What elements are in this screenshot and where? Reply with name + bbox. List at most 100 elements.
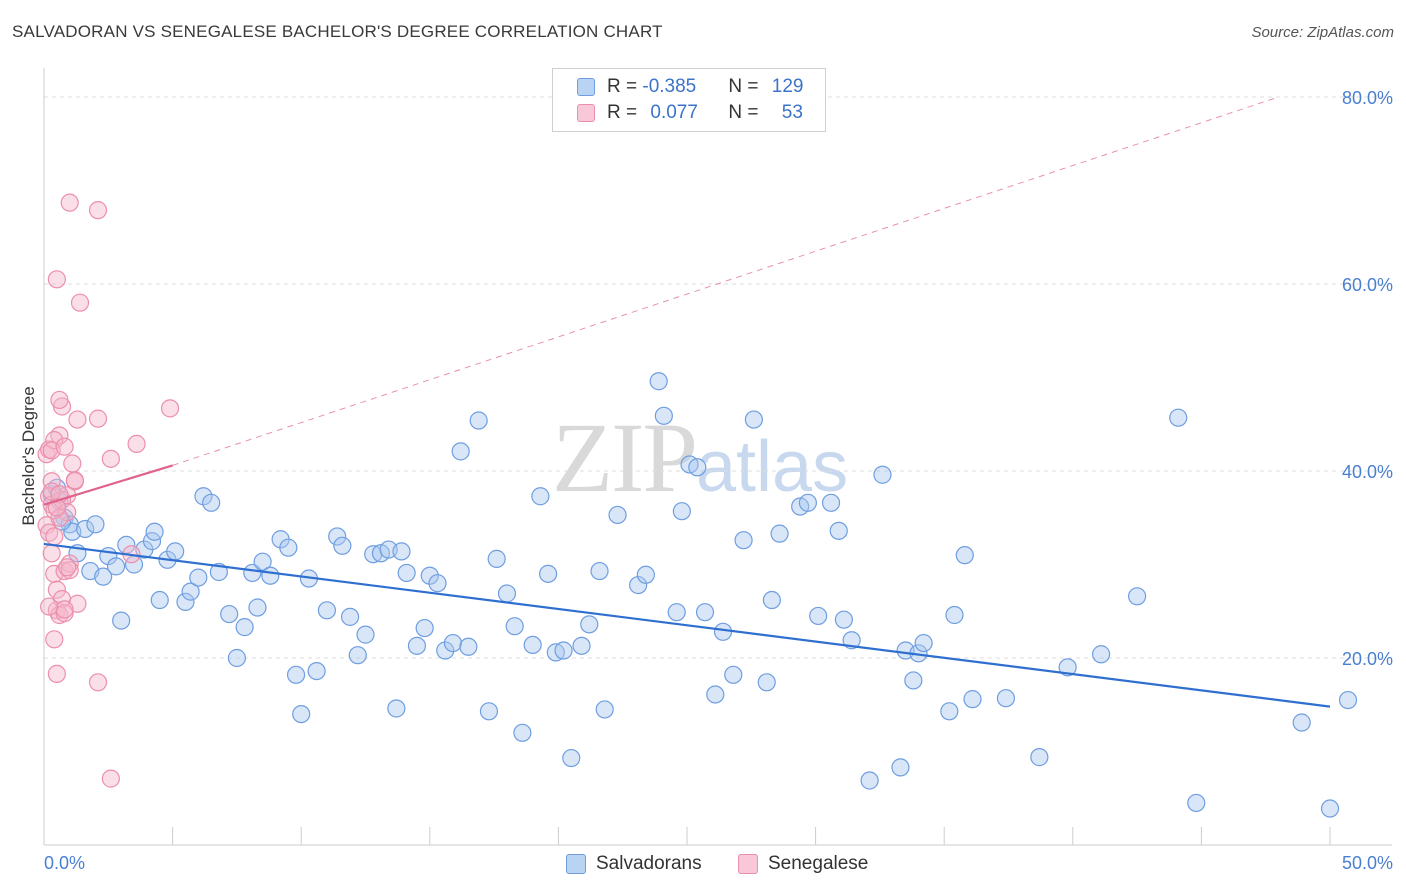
point-senegalese [45,630,64,649]
point-salvadorans [451,442,470,461]
point-salvadorans [176,592,195,612]
watermark-atlas: atlas [696,427,849,507]
point-salvadorans [1058,658,1077,677]
point-salvadorans [695,603,715,622]
point-senegalese [45,527,64,546]
trend-line-salvadorans [43,542,1331,708]
series-senegalese-points [37,193,180,788]
legend-swatch-blue [577,78,595,96]
point-senegalese [160,399,180,418]
y-tick-label: 40.0% [1342,462,1393,482]
point-senegalese [127,434,146,453]
y-tick-label: 60.0% [1342,275,1393,295]
point-salvadorans [860,771,879,790]
bottom-legend-label: Senegalese [768,853,869,874]
point-salvadorans [873,465,892,484]
point-salvadorans [1187,793,1206,813]
axis-labels: 20.0% 40.0% 60.0% 80.0% 0.0% 50.0% Bachelor's … [19,88,1393,873]
point-salvadorans [649,372,668,391]
point-salvadorans [86,515,105,534]
trend-line-senegalese-extended [172,96,1279,466]
point-senegalese [65,471,84,490]
point-salvadorans [166,542,185,561]
point-salvadorans [572,636,591,655]
legend-row-senegalese: R = 0.077 N = 53 [577,101,803,125]
point-senegalese [58,558,77,577]
chart-title: SALVADORAN VS SENEGALESE BACHELOR'S DEGR… [12,22,663,41]
point-senegalese [88,409,108,428]
point-salvadorans [996,689,1016,708]
point-salvadorans [531,487,550,506]
bottom-legend-swatch-blue [566,854,586,874]
point-salvadorans [762,590,781,610]
point-salvadorans [734,531,753,550]
point-salvadorans [770,524,789,543]
point-salvadorans [1030,748,1049,767]
point-salvadorans [328,527,347,546]
series-salvadorans-points [42,372,1358,818]
point-salvadorans [279,538,298,557]
point-salvadorans [744,410,763,429]
point-salvadorans [821,493,841,512]
point-salvadorans [554,641,573,660]
trend-lines [43,96,1331,708]
point-salvadorans [1127,587,1147,606]
point-salvadorans [292,704,311,724]
point-salvadorans [317,601,337,620]
legend-n-value: 129 [771,76,804,97]
point-senegalese [60,193,79,212]
point-salvadorans [436,641,455,660]
point-salvadorans [1292,713,1311,732]
point-salvadorans [940,702,959,721]
point-senegalese [50,390,69,410]
axes [43,68,1392,846]
legend-r-label: R = [607,102,643,123]
legend-swatch-pink [577,104,595,122]
point-salvadorans [459,637,478,656]
point-salvadorans [428,574,447,593]
point-senegalese [60,561,79,580]
point-senegalese [88,201,108,220]
point-salvadorans [479,702,499,721]
point-senegalese [47,498,66,517]
point-salvadorans [672,502,691,521]
point-salvadorans [261,566,280,585]
point-salvadorans [688,458,707,477]
point-salvadorans [340,607,360,626]
stats-legend: R = -0.385 N = 129 R = 0.077 N = 53 [552,68,826,132]
point-senegalese [47,580,66,599]
point-senegalese [47,270,66,289]
watermark: ZIPatlas [552,400,848,515]
point-salvadorans [392,542,411,561]
point-salvadorans [667,603,686,622]
point-salvadorans [387,699,406,718]
point-salvadorans [1338,690,1358,710]
point-salvadorans [945,605,964,625]
point-salvadorans [798,493,817,512]
point-salvadorans [608,505,627,525]
point-salvadorans [106,557,126,576]
bottom-legend-senegalese: Senegalese [738,852,868,876]
point-salvadorans [1091,645,1111,664]
point-senegalese [55,437,74,456]
point-salvadorans [94,567,113,586]
point-salvadorans [469,411,488,430]
point-salvadorans [220,604,239,624]
point-salvadorans [397,563,416,583]
point-salvadorans [209,562,228,582]
y-tick-label: 80.0% [1342,88,1393,108]
point-salvadorans [963,690,982,709]
point-salvadorans [904,671,923,690]
bottom-legend-swatch-pink [738,854,758,874]
point-senegalese [101,449,120,468]
point-salvadorans [914,633,933,653]
point-salvadorans [580,615,599,634]
point-salvadorans [834,610,853,629]
point-salvadorans [505,617,524,636]
point-senegalese [50,508,69,527]
watermark-zip: ZIP [552,402,698,513]
legend-r-label: R = [607,76,643,97]
point-salvadorans [654,406,673,425]
point-salvadorans [415,618,434,638]
point-salvadorans [809,606,828,626]
